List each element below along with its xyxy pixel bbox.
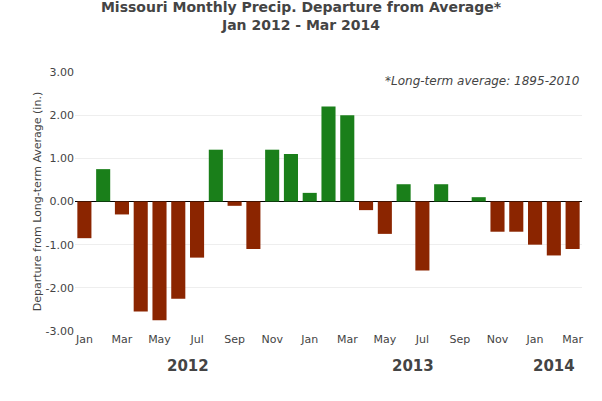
svg-text:May: May	[148, 333, 171, 346]
svg-text:2.00: 2.00	[50, 109, 75, 122]
svg-text:-2.00: -2.00	[46, 282, 74, 295]
svg-text:1.00: 1.00	[50, 152, 75, 165]
svg-text:2013: 2013	[392, 357, 434, 375]
svg-text:Jul: Jul	[415, 333, 429, 346]
svg-text:May: May	[373, 333, 396, 346]
svg-text:Departure from Long-term Avera: Departure from Long-term Average (in.)	[31, 92, 44, 311]
svg-text:Mar: Mar	[112, 333, 133, 346]
svg-text:-1.00: -1.00	[46, 239, 74, 252]
svg-text:3.00: 3.00	[50, 66, 75, 79]
svg-text:Jan: Jan	[300, 333, 318, 346]
svg-text:Sep: Sep	[450, 333, 471, 346]
svg-text:2014: 2014	[533, 357, 575, 375]
svg-text:Mar: Mar	[562, 333, 583, 346]
svg-text:Nov: Nov	[487, 333, 509, 346]
svg-text:2012: 2012	[167, 357, 209, 375]
svg-text:Sep: Sep	[224, 333, 245, 346]
svg-text:Jan: Jan	[526, 333, 544, 346]
svg-text:Jul: Jul	[189, 333, 203, 346]
svg-text:0.00: 0.00	[50, 195, 75, 208]
svg-text:Nov: Nov	[261, 333, 283, 346]
svg-text:-3.00: -3.00	[46, 325, 74, 338]
svg-text:Mar: Mar	[337, 333, 358, 346]
svg-text:Missouri Monthly Precip. Depar: Missouri Monthly Precip. Departure from …	[101, 0, 502, 33]
svg-text:*Long-term average: 1895-2010: *Long-term average: 1895-2010	[385, 74, 580, 88]
svg-text:Jan: Jan	[75, 333, 93, 346]
